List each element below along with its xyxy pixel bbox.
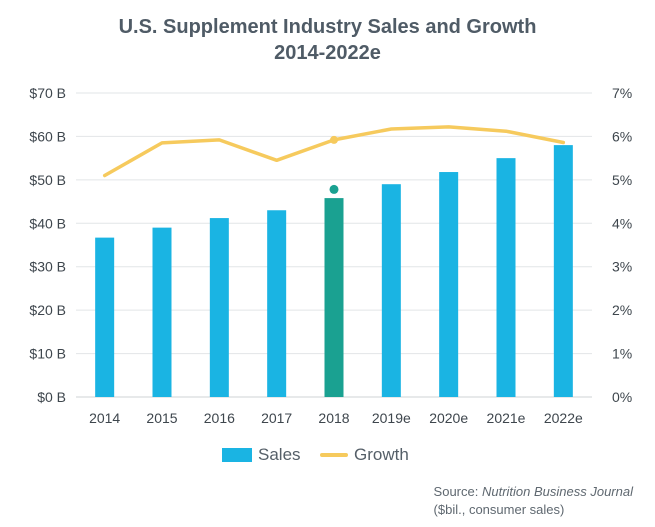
y-left-tick-label: $40 B [29,215,66,231]
y-left-tick-label: $50 B [29,172,66,188]
source-publication: Nutrition Business Journal [481,484,633,499]
bar-sales [439,172,459,397]
y-right-tick-label: 0% [612,389,632,405]
bar-sales [95,237,115,397]
x-tick-label: 2015 [146,410,177,426]
x-tick-label: 2017 [261,410,292,426]
x-tick-label: 2018 [318,410,349,426]
legend-label-growth: Growth [354,445,409,464]
y-right-tick-label: 2% [612,302,632,318]
y-left-tick-label: $60 B [29,128,66,144]
x-tick-label: 2014 [89,410,120,426]
y-left-tick-label: $70 B [29,85,66,101]
bar-sales [381,184,401,397]
chart-title: U.S. Supplement Industry Sales and Growt… [0,14,655,66]
legend-swatch-growth [320,453,348,457]
y-right-tick-label: 3% [612,259,632,275]
bar-sales [267,210,287,397]
point-growth-highlight [330,135,338,144]
y-right-tick-label: 4% [612,215,632,231]
bar-sales [152,227,172,397]
x-tick-label: 2022e [544,410,583,426]
source-note: Source: Nutrition Business Journal ($bil… [434,483,633,519]
y-right-tick-label: 6% [612,128,632,144]
legend: Sales Growth [0,445,655,469]
y-right-tick-label: 7% [612,85,632,101]
bar-sales [209,218,229,397]
x-tick-label: 2016 [204,410,235,426]
source-prefix: Source: [433,484,482,499]
y-left-tick-label: $20 B [29,302,66,318]
y-right-tick-label: 5% [612,172,632,188]
highlight-marker [329,184,339,194]
x-tick-label: 2020e [429,410,468,426]
y-left-tick-label: $10 B [29,346,66,362]
source-line-1: Source: Nutrition Business Journal [434,483,633,501]
source-line-2: ($bil., consumer sales) [433,502,565,517]
chart-title-line-2: 2014-2022e [274,42,381,64]
legend-item-growth: Growth [320,445,409,465]
y-right-tick-label: 1% [612,346,632,362]
bar-sales [324,198,344,397]
x-tick-label: 2021e [487,410,526,426]
y-left-tick-label: $0 B [37,389,66,405]
legend-swatch-sales [222,448,252,462]
bar-sales [496,158,516,397]
x-tick-label: 2019e [372,410,411,426]
chart-title-line-1: U.S. Supplement Industry Sales and Growt… [118,16,537,38]
y-left-tick-label: $30 B [29,259,66,275]
legend-item-sales: Sales [222,445,301,465]
bar-sales [553,145,573,397]
legend-label-sales: Sales [258,445,301,464]
line-growth [102,125,566,178]
